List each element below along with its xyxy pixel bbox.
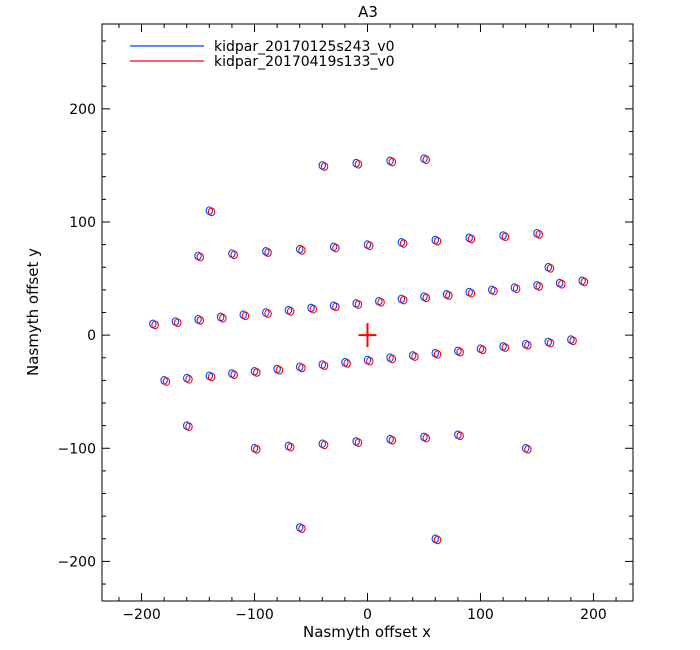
kid-marker	[501, 343, 510, 352]
x-tick-label: −100	[235, 607, 273, 623]
kid-marker	[298, 245, 306, 255]
kid-marker	[580, 277, 589, 287]
kid-marker	[298, 524, 306, 533]
kid-marker	[298, 363, 306, 373]
kid-marker	[309, 304, 318, 314]
legend: kidpar_20170125s243_v0kidpar_20170419s13…	[130, 39, 395, 70]
kid-marker	[219, 313, 227, 323]
kid-marker	[524, 340, 532, 350]
kid-marker	[320, 440, 329, 450]
kid-marker	[366, 241, 374, 251]
kid-marker	[399, 295, 408, 305]
kid-marker	[332, 243, 340, 253]
kid-marker	[433, 350, 442, 359]
kid-marker	[264, 248, 272, 257]
kid-marker	[377, 297, 385, 307]
series-group	[151, 155, 589, 545]
kid-marker	[275, 365, 284, 375]
y-tick-label: −200	[58, 554, 96, 570]
kid-marker	[151, 320, 159, 330]
kid-marker	[546, 264, 555, 273]
y-axis-label: Nasmyth offset y	[24, 248, 42, 376]
kid-marker	[388, 354, 397, 364]
kid-marker	[230, 250, 238, 260]
kid-marker	[173, 318, 182, 328]
kid-marker	[354, 438, 363, 447]
kid-marker	[422, 155, 430, 165]
y-tick-label: 200	[69, 102, 96, 118]
kid-marker	[546, 338, 555, 348]
chart-title: A3	[358, 3, 378, 21]
kid-marker	[433, 535, 442, 545]
kid-marker	[320, 162, 329, 171]
kid-marker	[535, 282, 543, 291]
x-tick-label: 200	[580, 607, 607, 623]
kid-marker	[524, 445, 532, 454]
kid-marker	[467, 234, 476, 244]
kid-marker	[422, 433, 430, 443]
kid-marker	[445, 291, 453, 300]
kid-marker	[558, 279, 566, 289]
kid-marker	[388, 157, 397, 167]
kid-marker	[478, 345, 487, 355]
kid-marker	[366, 356, 374, 366]
plot-frame	[101, 23, 634, 602]
kid-marker	[354, 159, 363, 169]
legend-label: kidpar_20170419s133_v0	[214, 54, 395, 70]
kid-marker	[241, 311, 250, 321]
kid-marker	[456, 431, 464, 441]
kid-marker	[388, 435, 397, 445]
kid-marker	[501, 232, 510, 242]
kid-marker	[456, 347, 464, 357]
kid-marker	[433, 236, 442, 246]
kid-marker	[253, 368, 261, 377]
kid-marker	[467, 288, 476, 298]
marker-layer	[149, 154, 589, 545]
kid-marker	[343, 359, 351, 368]
x-axis-label: Nasmyth offset x	[303, 623, 431, 641]
kid-marker	[253, 445, 261, 454]
kid-marker	[185, 374, 193, 384]
kid-marker	[399, 239, 408, 248]
kid-marker	[535, 230, 543, 239]
x-tick-label: 0	[363, 607, 372, 623]
kid-marker	[185, 422, 193, 432]
x-tick-label: 100	[467, 607, 494, 623]
kid-marker	[422, 293, 430, 303]
legend-label: kidpar_20170125s243_v0	[214, 39, 395, 55]
kid-marker	[230, 370, 238, 380]
plot-area	[101, 23, 634, 602]
kid-marker	[354, 300, 363, 309]
kid-marker	[332, 302, 340, 312]
x-tick-label: −200	[122, 607, 160, 623]
kid-marker	[162, 377, 171, 386]
axis-ticks: −200 −100 0 100 200 −200 −100 0 100 200	[58, 24, 633, 623]
kid-marker	[512, 284, 521, 294]
kid-marker	[411, 352, 419, 361]
y-tick-label: 100	[69, 215, 96, 231]
kid-marker	[207, 207, 216, 217]
y-tick-label: 0	[87, 328, 96, 344]
kid-marker	[207, 372, 216, 382]
kid-marker	[490, 286, 498, 296]
kid-marker	[196, 252, 205, 262]
kid-marker	[196, 316, 205, 325]
y-tick-label: −100	[58, 441, 96, 457]
kid-marker	[286, 307, 295, 316]
kid-marker	[286, 442, 295, 452]
kid-marker	[264, 309, 272, 318]
kid-marker	[320, 361, 329, 371]
kid-marker	[569, 336, 577, 346]
